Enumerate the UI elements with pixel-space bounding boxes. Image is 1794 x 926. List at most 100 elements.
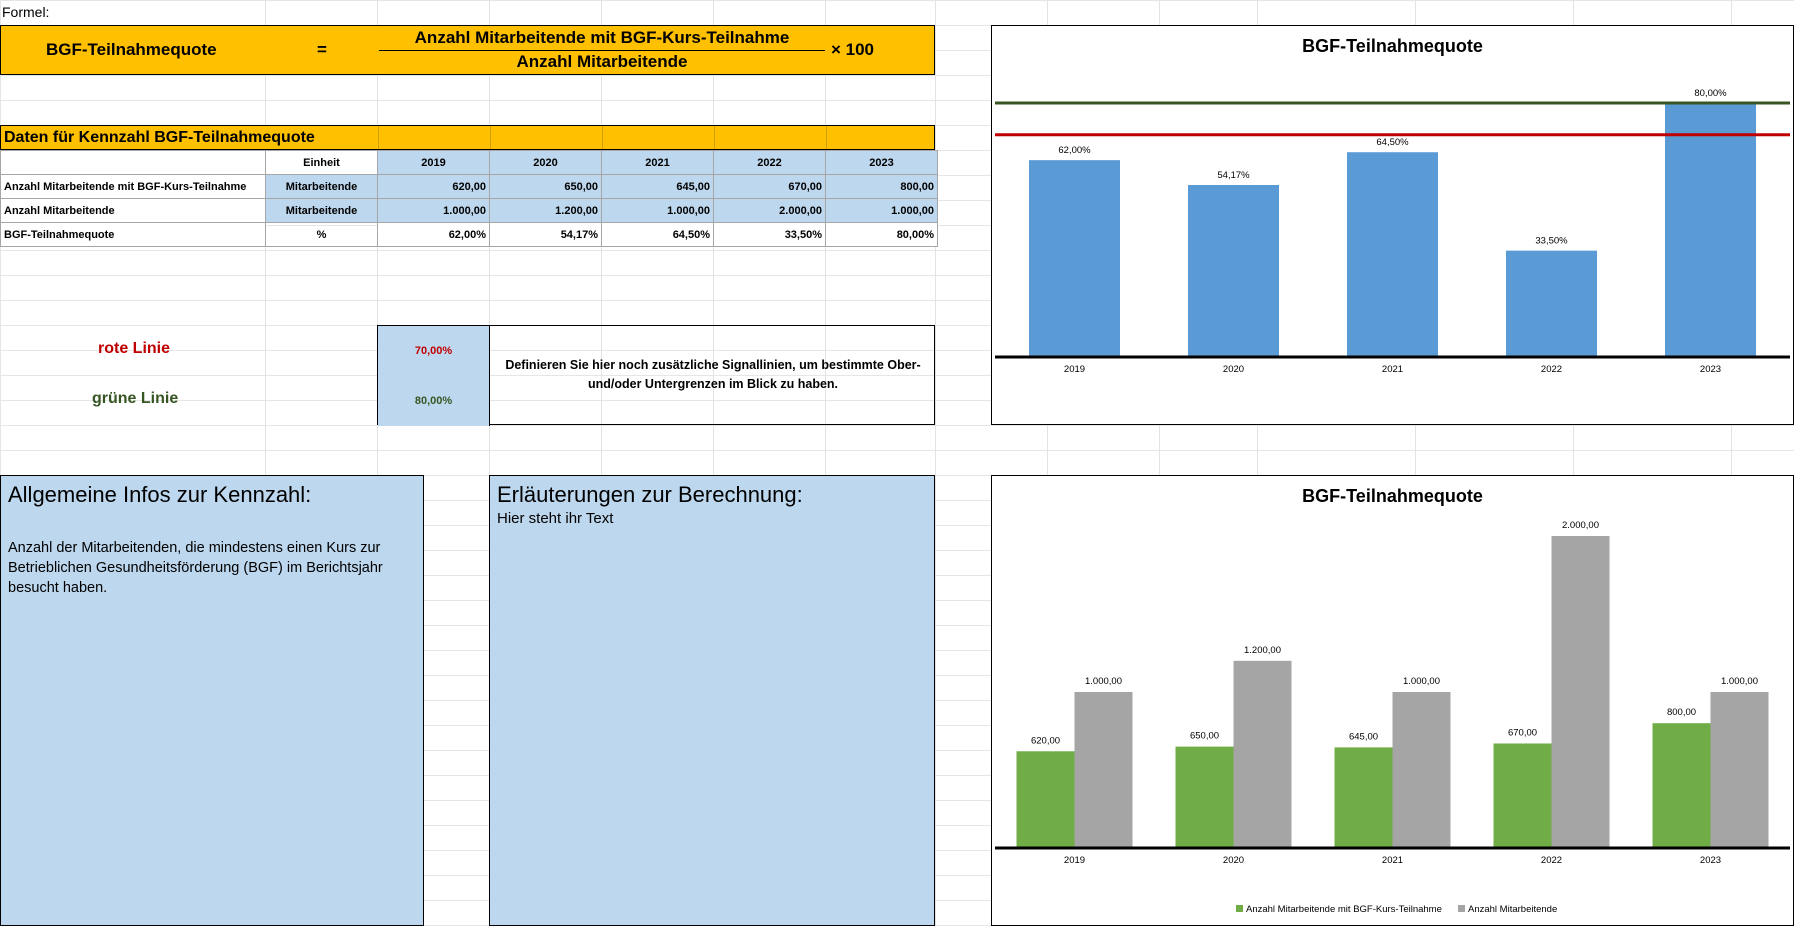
table-cell[interactable]: 670,00 [713,174,826,199]
bar [1347,152,1438,357]
bar [1334,747,1393,848]
table-header-row: Einheit 2019 2020 2021 2022 2023 [0,150,938,175]
bar [1188,185,1279,357]
bar [1175,746,1234,848]
table-row: Anzahl Mitarbeitende mit BGF-Kurs-Teilna… [0,174,938,199]
formula-equals: = [317,40,327,59]
general-info-text: Anzahl der Mitarbeitenden, die mindesten… [8,540,383,596]
chart-counts-title: BGF-Teilnahmequote [1302,486,1483,506]
x-tick-label: 2020 [1223,364,1244,375]
table-header-year[interactable]: 2020 [489,150,602,175]
data-label: 1.000,00 [1085,676,1122,687]
bar [1233,660,1292,848]
formula-numerator: Anzahl Mitarbeitende mit BGF-Kurs-Teilna… [414,28,790,47]
table-cell[interactable]: 650,00 [489,174,602,199]
data-label: 645,00 [1349,731,1378,742]
table-cell[interactable]: 2.000,00 [713,198,826,223]
table-header-year[interactable]: 2021 [601,150,714,175]
table-row: BGF-Teilnahmequote % 62,00% 54,17% 64,50… [0,222,938,247]
table-cell[interactable]: 62,00% [377,222,490,247]
table-cell[interactable]: 1.200,00 [489,198,602,223]
x-tick-label: 2023 [1700,364,1721,375]
chart-quote[interactable]: BGF-Teilnahmequote 62,00% 2019 54,17% 2020 6… [991,25,1794,425]
formula-kpi-name: BGF-Teilnahmequote [46,40,217,59]
x-tick-label: 2020 [1223,855,1244,866]
table-cell[interactable]: 80,00% [825,222,938,247]
row-label[interactable]: Anzahl Mitarbeitende mit BGF-Kurs-Teilna… [0,174,266,199]
table-cell[interactable] [0,150,266,175]
bar [1665,103,1756,357]
row-label[interactable]: Anzahl Mitarbeitende [0,198,266,223]
x-tick-label: 2022 [1541,364,1562,375]
data-label: 64,50% [1376,137,1409,148]
formula-multiplier: × 100 [831,40,875,59]
bar [1506,250,1597,357]
data-label: 1.000,00 [1721,676,1758,687]
legend-item-participants: Anzahl Mitarbeitende mit BGF-Kurs-Teilna… [1236,904,1442,915]
table-cell[interactable]: 1.000,00 [377,198,490,223]
x-tick-label: 2022 [1541,855,1562,866]
table-cell[interactable]: 64,50% [601,222,714,247]
general-info-title: Allgemeine Infos zur Kennzahl: [8,482,312,507]
legend-item-employees: Anzahl Mitarbeitende [1458,904,1557,915]
chart-counts-plot: 620,00 1.000,00 2019 650,00 1.200,00 2020 645,… [995,520,1790,866]
x-tick-label: 2021 [1382,855,1403,866]
data-label: 1.200,00 [1244,645,1281,656]
table-cell[interactable]: 800,00 [825,174,938,199]
fraction-line [379,50,825,51]
green-line-label: grüne Linie [92,390,179,407]
x-tick-label: 2021 [1382,364,1403,375]
chart-counts[interactable]: BGF-Teilnahmequote 620,00 1.000,00 2019 650… [991,475,1794,926]
x-tick-label: 2019 [1064,855,1085,866]
table-header-year[interactable]: 2022 [713,150,826,175]
signal-lines-hint: Definieren Sie hier noch zusätzliche Sig… [505,358,921,391]
chart-quote-title: BGF-Teilnahmequote [1302,36,1483,56]
table-cell[interactable]: 645,00 [601,174,714,199]
red-line-value-cell[interactable]: 70,00% [378,326,490,377]
formula-bar: BGF-Teilnahmequote = Anzahl Mitarbeitend… [0,25,935,75]
table-header-unit[interactable]: Einheit [265,150,378,175]
bar [1016,751,1075,848]
data-label: 80,00% [1694,88,1727,99]
red-line-label: rote Linie [98,340,171,357]
data-label: 1.000,00 [1403,676,1440,687]
formula-denominator: Anzahl Mitarbeitende [516,52,688,71]
table-header-year[interactable]: 2019 [377,150,490,175]
data-label: 670,00 [1508,727,1537,738]
table-header-year[interactable]: 2023 [825,150,938,175]
bar [1392,692,1451,848]
table-cell[interactable]: 1.000,00 [825,198,938,223]
data-section-title: Daten für Kennzahl BGF-Teilnahmequote [4,129,315,146]
data-table: Einheit 2019 2020 2021 2022 2023 Anzahl … [0,150,938,247]
explanation-box[interactable]: Erläuterungen zur Berechnung: Hier steht… [489,475,935,926]
data-label: 62,00% [1058,145,1091,156]
data-section-header: Daten für Kennzahl BGF-Teilnahmequote [0,125,935,150]
explanation-title: Erläuterungen zur Berechnung: [497,482,803,507]
data-label: 800,00 [1667,707,1696,718]
bar [1493,743,1552,848]
data-label: 54,17% [1217,170,1250,181]
chart-quote-plot: 62,00% 2019 54,17% 2020 64,50% 2021 33,50% 2022… [995,88,1790,375]
table-row: Anzahl Mitarbeitende Mitarbeitende 1.000… [0,198,938,223]
green-line-value-cell[interactable]: 80,00% [378,376,490,426]
general-info-box[interactable]: Allgemeine Infos zur Kennzahl: Anzahl de… [0,475,424,926]
x-tick-label: 2023 [1700,855,1721,866]
bar [1710,692,1769,848]
x-tick-label: 2019 [1064,364,1085,375]
signal-lines-box: 70,00% 80,00% Definieren Sie hier noch z… [377,325,935,426]
row-unit[interactable]: Mitarbeitende [265,198,378,223]
data-label: 620,00 [1031,735,1060,746]
row-unit[interactable]: % [265,222,378,247]
data-label: 33,50% [1535,236,1568,247]
table-cell[interactable]: 54,17% [489,222,602,247]
bar [1029,160,1120,357]
table-cell[interactable]: 620,00 [377,174,490,199]
row-label[interactable]: BGF-Teilnahmequote [0,222,266,247]
formula-label: Formel: [2,4,50,20]
bar [1652,723,1711,848]
table-cell[interactable]: 33,50% [713,222,826,247]
row-unit[interactable]: Mitarbeitende [265,174,378,199]
explanation-text: Hier steht ihr Text [497,510,614,527]
data-label: 2.000,00 [1562,520,1599,531]
table-cell[interactable]: 1.000,00 [601,198,714,223]
